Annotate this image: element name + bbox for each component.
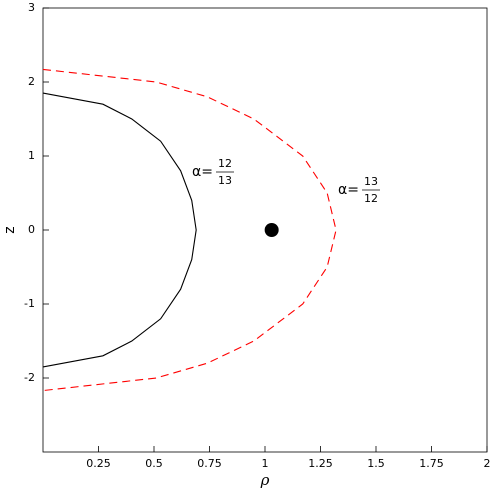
x-tick-label: 0.25: [86, 457, 111, 470]
annotation-denominator: 12: [364, 192, 378, 205]
y-axis-label: z: [2, 226, 18, 233]
x-tick-label: 1.75: [419, 457, 444, 470]
annotation-numerator: 12: [218, 157, 232, 170]
y-tick-label: -2: [24, 371, 35, 384]
x-tick-label: 2: [484, 457, 491, 470]
annotation-prefix: α=: [192, 164, 213, 180]
x-axis-label: ρ: [260, 471, 270, 489]
annotation-numerator: 13: [364, 175, 378, 188]
y-tick-label: 2: [28, 75, 35, 88]
annotation-denominator: 13: [218, 174, 232, 187]
y-tick-label: 3: [28, 1, 35, 14]
dashed-curve: [42, 68, 337, 392]
y-tick-label: -1: [24, 297, 35, 310]
x-tick-label: 0.5: [145, 457, 163, 470]
x-tick-label: 1: [262, 457, 269, 470]
y-tick-label: 1: [28, 149, 35, 162]
x-tick-label: 0.75: [197, 457, 222, 470]
y-tick-label: 0: [28, 223, 35, 236]
x-tick-label: 1.5: [367, 457, 385, 470]
point: [264, 223, 279, 237]
x-tick-label: 1.25: [308, 457, 333, 470]
curve: [42, 92, 197, 368]
annotation-prefix: α=: [338, 182, 359, 198]
